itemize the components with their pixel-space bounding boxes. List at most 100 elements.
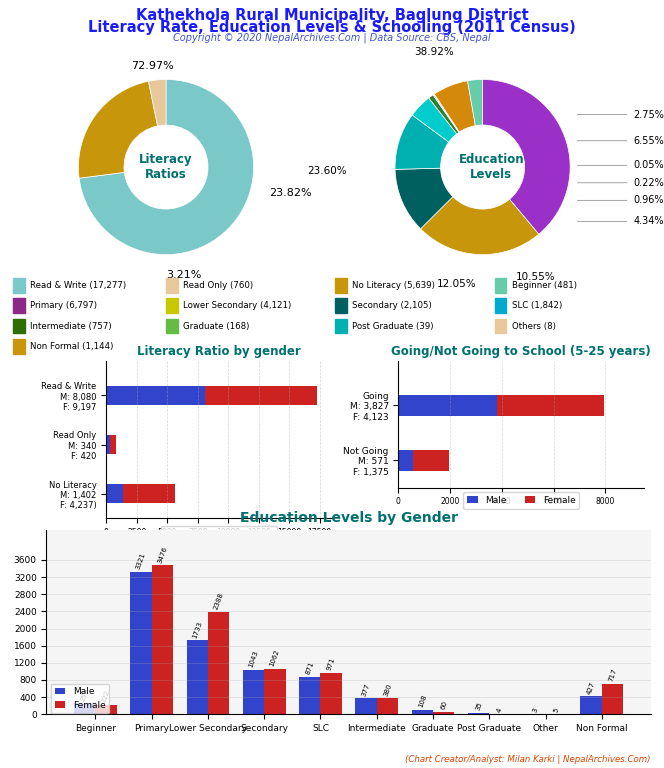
Text: 3: 3 <box>531 707 539 713</box>
Text: Copyright © 2020 NepalArchives.Com | Data Source: CBS, Nepal: Copyright © 2020 NepalArchives.Com | Dat… <box>173 32 491 43</box>
Bar <box>355 698 376 714</box>
Bar <box>96 705 117 714</box>
Text: 35: 35 <box>474 701 483 712</box>
Text: Education
Levels: Education Levels <box>459 153 524 181</box>
Bar <box>580 696 602 714</box>
Wedge shape <box>433 94 459 132</box>
Text: Non Formal (1,144): Non Formal (1,144) <box>30 342 114 351</box>
Bar <box>299 677 321 714</box>
Bar <box>13 278 25 293</box>
Text: 3476: 3476 <box>157 545 168 564</box>
Bar <box>166 319 178 333</box>
Text: 717: 717 <box>608 667 618 683</box>
Text: 10.55%: 10.55% <box>515 272 555 282</box>
Bar <box>166 299 178 313</box>
Bar <box>495 319 507 333</box>
Text: Primary (6,797): Primary (6,797) <box>30 301 97 310</box>
Bar <box>13 339 25 354</box>
Text: 259: 259 <box>80 687 90 702</box>
Text: 871: 871 <box>305 661 315 676</box>
Bar <box>106 485 124 503</box>
Text: Graduate (168): Graduate (168) <box>183 322 250 330</box>
Bar <box>321 673 342 714</box>
Bar <box>602 684 623 714</box>
Wedge shape <box>467 79 483 126</box>
Text: Others (8): Others (8) <box>511 322 556 330</box>
Text: 3321: 3321 <box>135 552 147 571</box>
Text: Secondary (2,105): Secondary (2,105) <box>352 301 432 310</box>
Text: 0.05%: 0.05% <box>633 161 664 170</box>
Bar <box>264 669 286 714</box>
Text: 2.75%: 2.75% <box>633 110 664 120</box>
Bar <box>335 319 347 333</box>
Bar <box>106 435 110 454</box>
Wedge shape <box>483 79 570 234</box>
Text: 971: 971 <box>326 657 336 671</box>
Bar <box>151 565 173 714</box>
Bar <box>413 450 449 471</box>
Bar <box>398 395 497 415</box>
Text: 108: 108 <box>417 694 428 709</box>
Text: Beginner (481): Beginner (481) <box>511 281 576 290</box>
Wedge shape <box>434 81 475 132</box>
Bar <box>124 485 175 503</box>
Bar <box>74 703 96 714</box>
Bar <box>130 572 151 714</box>
Text: No Literacy (5,639): No Literacy (5,639) <box>352 281 435 290</box>
Text: 380: 380 <box>382 682 392 697</box>
Legend: Male, Female: Male, Female <box>161 526 277 542</box>
Legend: Male, Female: Male, Female <box>51 684 109 713</box>
Bar <box>205 386 317 405</box>
Title: Literacy Ratio by gender: Literacy Ratio by gender <box>137 346 301 359</box>
Text: 222: 222 <box>101 689 111 703</box>
Text: 5: 5 <box>552 707 560 713</box>
Text: 12.05%: 12.05% <box>436 279 476 289</box>
Text: 23.82%: 23.82% <box>270 188 312 198</box>
Text: 1062: 1062 <box>269 649 281 667</box>
Bar <box>376 698 398 714</box>
Text: 3.21%: 3.21% <box>166 270 201 280</box>
Text: 0.96%: 0.96% <box>633 195 664 205</box>
Text: 1043: 1043 <box>248 650 260 668</box>
Wedge shape <box>149 79 166 126</box>
Text: 0.22%: 0.22% <box>633 178 664 188</box>
Bar <box>243 670 264 714</box>
Title: Education Levels by Gender: Education Levels by Gender <box>240 511 457 525</box>
Wedge shape <box>429 94 459 134</box>
Text: 4: 4 <box>497 707 503 713</box>
Wedge shape <box>395 115 449 170</box>
Bar <box>335 299 347 313</box>
Text: Post Graduate (39): Post Graduate (39) <box>352 322 434 330</box>
Text: SLC (1,842): SLC (1,842) <box>511 301 562 310</box>
Text: Intermediate (757): Intermediate (757) <box>30 322 112 330</box>
Text: Kathekhola Rural Municipality, Baglung District: Kathekhola Rural Municipality, Baglung D… <box>135 8 529 23</box>
Text: 2388: 2388 <box>212 592 224 611</box>
Text: 23.60%: 23.60% <box>307 167 347 177</box>
Wedge shape <box>434 94 459 132</box>
Bar <box>335 278 347 293</box>
Text: Literacy Rate, Education Levels & Schooling (2011 Census): Literacy Rate, Education Levels & School… <box>88 20 576 35</box>
Bar <box>13 299 25 313</box>
Text: Read & Write (17,277): Read & Write (17,277) <box>30 281 126 290</box>
Bar <box>106 386 205 405</box>
Text: 427: 427 <box>586 680 596 695</box>
Bar <box>495 278 507 293</box>
Title: Going/Not Going to School (5-25 years): Going/Not Going to School (5-25 years) <box>391 346 651 359</box>
Text: 60: 60 <box>440 700 448 710</box>
Text: (Chart Creator/Analyst: Milan Karki | NepalArchives.Com): (Chart Creator/Analyst: Milan Karki | Ne… <box>405 755 651 764</box>
Text: 6.55%: 6.55% <box>633 136 664 146</box>
Text: 1733: 1733 <box>191 620 203 639</box>
Wedge shape <box>420 197 539 254</box>
Wedge shape <box>79 79 254 254</box>
Bar <box>495 299 507 313</box>
Bar <box>398 450 413 471</box>
Text: 377: 377 <box>361 682 371 697</box>
Wedge shape <box>78 81 157 178</box>
Bar <box>497 395 604 415</box>
Bar <box>433 712 454 714</box>
Bar <box>412 710 433 714</box>
Text: Literacy
Ratios: Literacy Ratios <box>139 153 193 181</box>
Bar <box>468 713 489 714</box>
Bar <box>166 278 178 293</box>
Bar <box>208 612 229 714</box>
